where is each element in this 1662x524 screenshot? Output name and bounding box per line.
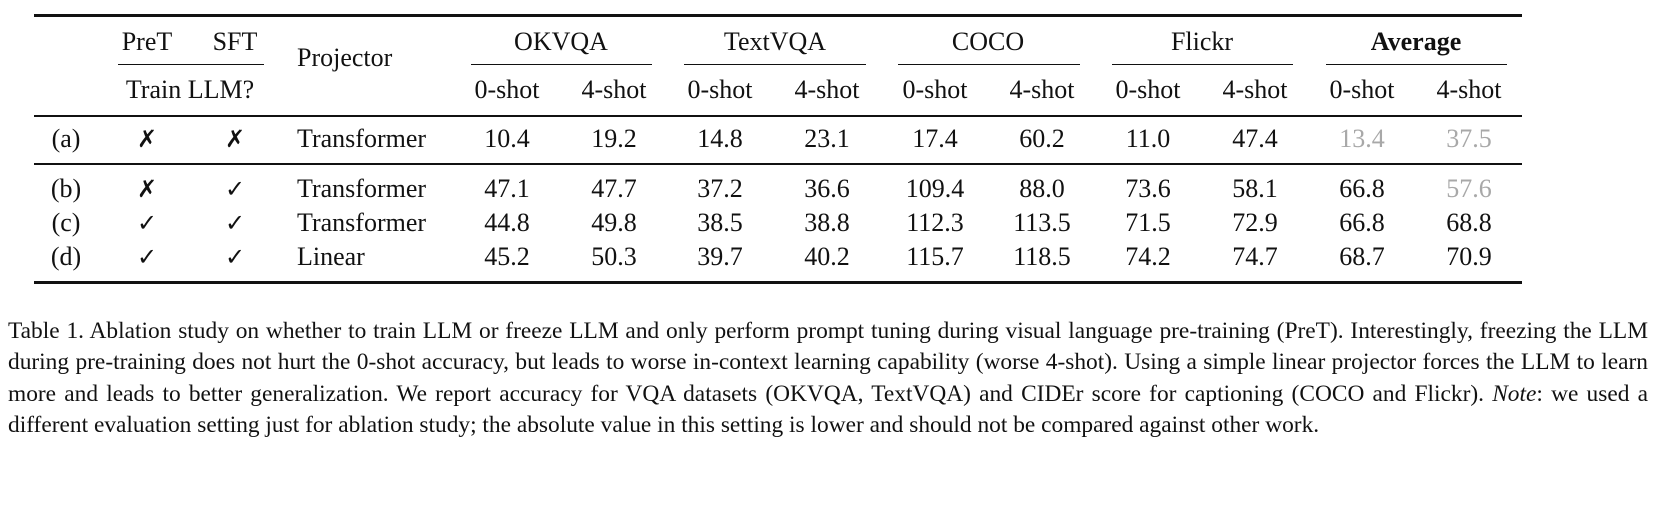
group-underline-2 <box>684 64 866 65</box>
value-cell: 113.5 <box>1013 208 1071 237</box>
value-cell: 38.8 <box>804 208 850 237</box>
value-cell: 60.2 <box>1019 124 1065 153</box>
header-subcol: 0-shot <box>474 75 540 104</box>
header-subcol: 0-shot <box>687 75 753 104</box>
pret-sft-underline <box>118 64 264 65</box>
value-cell: 109.4 <box>905 174 965 203</box>
table-top-rule <box>34 14 1522 17</box>
group-underline-1 <box>471 64 652 65</box>
check-icon: ✓ <box>224 175 246 203</box>
value-cell: 49.8 <box>591 208 637 237</box>
row-id: (d) <box>50 242 82 271</box>
value-cell: 73.6 <box>1125 174 1171 203</box>
caption-text-main: Table 1. Ablation study on whether to tr… <box>8 318 1648 407</box>
value-cell: 74.7 <box>1232 242 1278 271</box>
value-cell: 66.8 <box>1339 208 1385 237</box>
header-subcol: 0-shot <box>1329 75 1395 104</box>
group-underline-4 <box>1112 64 1293 65</box>
row-id: (c) <box>51 208 81 237</box>
check-icon: ✓ <box>136 209 158 237</box>
check-icon: ✓ <box>224 209 246 237</box>
cross-icon: ✗ <box>136 125 158 153</box>
caption-paragraph: Table 1. Ablation study on whether to tr… <box>8 316 1648 441</box>
header-sft: SFT <box>212 27 258 56</box>
header-group-flickr: Flickr <box>1170 27 1234 56</box>
header-pret: PreT <box>121 27 173 56</box>
value-cell: 118.5 <box>1013 242 1071 271</box>
header-projector: Projector <box>297 43 393 72</box>
table-caption: Table 1. Ablation study on whether to tr… <box>8 316 1648 441</box>
row-projector: Linear <box>297 242 365 271</box>
value-cell: 68.7 <box>1339 242 1385 271</box>
check-icon: ✓ <box>136 243 158 271</box>
value-cell: 23.1 <box>804 124 850 153</box>
table-header-rule <box>34 115 1522 117</box>
value-cell: 47.1 <box>484 174 530 203</box>
value-cell: 17.4 <box>912 124 958 153</box>
value-cell: 47.7 <box>591 174 637 203</box>
row-projector: Transformer <box>297 124 427 153</box>
header-subcol: 4-shot <box>1222 75 1288 104</box>
row-id: (a) <box>51 124 81 153</box>
value-cell: 10.4 <box>484 124 530 153</box>
value-cell: 37.5 <box>1446 124 1492 153</box>
value-cell: 70.9 <box>1446 242 1492 271</box>
header-group-textvqa: TextVQA <box>723 27 827 56</box>
value-cell: 57.6 <box>1446 174 1492 203</box>
header-subcol: 4-shot <box>581 75 647 104</box>
header-train-llm: Train LLM? <box>125 75 255 104</box>
value-cell: 66.8 <box>1339 174 1385 203</box>
value-cell: 50.3 <box>591 242 637 271</box>
value-cell: 74.2 <box>1125 242 1171 271</box>
header-group-coco: COCO <box>951 27 1025 56</box>
caption-text-note: : we used a different evaluation setting… <box>8 380 1648 438</box>
value-cell: 44.8 <box>484 208 530 237</box>
value-cell: 71.5 <box>1125 208 1171 237</box>
value-cell: 19.2 <box>591 124 637 153</box>
row-projector: Transformer <box>297 174 427 203</box>
header-subcol: 4-shot <box>1436 75 1502 104</box>
header-subcol: 4-shot <box>1009 75 1075 104</box>
value-cell: 38.5 <box>697 208 743 237</box>
caption-note-label: Note <box>1492 380 1537 407</box>
header-group-okvqa: OKVQA <box>514 27 608 56</box>
value-cell: 88.0 <box>1019 174 1065 203</box>
header-subcol: 0-shot <box>902 75 968 104</box>
value-cell: 72.9 <box>1232 208 1278 237</box>
table-bottom-rule <box>34 281 1522 284</box>
header-subcol: 0-shot <box>1115 75 1181 104</box>
value-cell: 58.1 <box>1232 174 1278 203</box>
value-cell: 39.7 <box>697 242 743 271</box>
value-cell: 36.6 <box>804 174 850 203</box>
value-cell: 37.2 <box>697 174 743 203</box>
cross-icon: ✗ <box>224 125 246 153</box>
value-cell: 47.4 <box>1232 124 1278 153</box>
value-cell: 115.7 <box>906 242 964 271</box>
row-projector: Transformer <box>297 208 427 237</box>
cross-icon: ✗ <box>136 175 158 203</box>
value-cell: 45.2 <box>484 242 530 271</box>
value-cell: 11.0 <box>1125 124 1171 153</box>
table-group-separator-rule <box>34 163 1522 165</box>
check-icon: ✓ <box>224 243 246 271</box>
value-cell: 68.8 <box>1446 208 1492 237</box>
header-group-average: Average <box>1370 27 1462 56</box>
header-subcol: 4-shot <box>794 75 860 104</box>
value-cell: 40.2 <box>804 242 850 271</box>
value-cell: 13.4 <box>1339 124 1385 153</box>
value-cell: 112.3 <box>906 208 964 237</box>
value-cell: 14.8 <box>697 124 743 153</box>
group-underline-5 <box>1326 64 1507 65</box>
group-underline-3 <box>898 64 1080 65</box>
row-id: (b) <box>50 174 82 203</box>
